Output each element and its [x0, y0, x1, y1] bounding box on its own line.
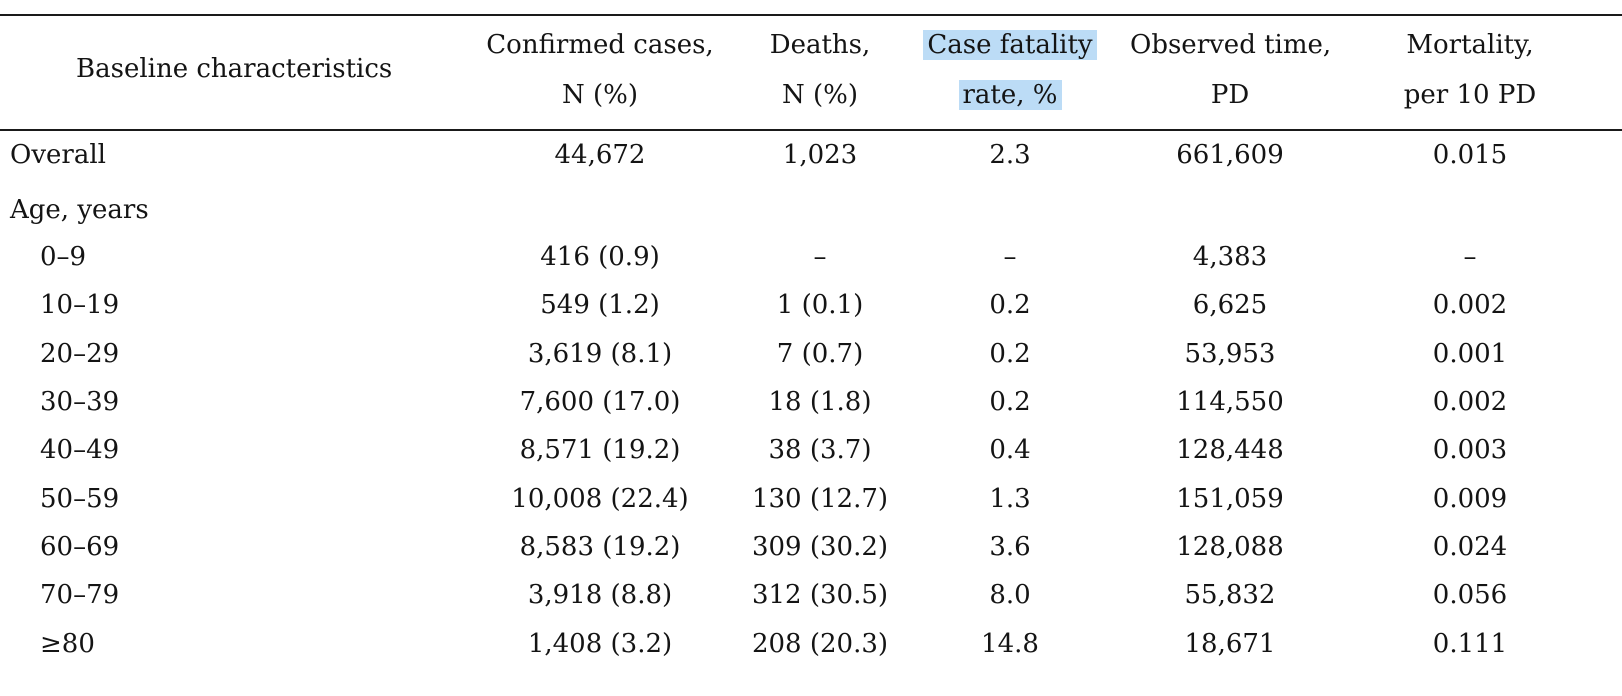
header-confirmed: Confirmed cases, N (%) — [480, 20, 720, 120]
row-cfr: 8.0 — [989, 580, 1031, 610]
row-label: 0–9 — [40, 242, 87, 272]
row-label: 40–49 — [40, 435, 120, 465]
header-baseline-text: Baseline characteristics — [76, 54, 393, 84]
row-mortality: 0.001 — [1432, 339, 1508, 369]
row-mortality: 0.002 — [1432, 387, 1508, 417]
header-observed-line1: Observed time, — [1130, 30, 1332, 60]
row-confirmed: 549 (1.2) — [540, 290, 660, 320]
row-deaths: 309 (30.2) — [751, 532, 889, 562]
row-cfr: 14.8 — [981, 629, 1039, 659]
row-label: 70–79 — [40, 580, 120, 610]
header-confirmed-line2: N (%) — [561, 80, 638, 110]
row-deaths: 38 (3.7) — [768, 435, 872, 465]
header-mortality-line2: per 10 PD — [1403, 80, 1537, 110]
overall-cfr: 2.3 — [989, 140, 1031, 170]
row-observed: 6,625 — [1192, 290, 1268, 320]
row-observed: 18,671 — [1184, 629, 1276, 659]
overall-mortality: 0.015 — [1432, 140, 1508, 170]
header-confirmed-line1: Confirmed cases, — [486, 30, 714, 60]
table-top-rule — [0, 14, 1622, 16]
row-deaths: 130 (12.7) — [751, 484, 889, 514]
row-observed: 128,088 — [1176, 532, 1284, 562]
row-label: 60–69 — [40, 532, 120, 562]
header-deaths-line1: Deaths, — [769, 30, 871, 60]
row-label: 50–59 — [40, 484, 120, 514]
row-mortality: 0.056 — [1432, 580, 1508, 610]
row-mortality: 0.002 — [1432, 290, 1508, 320]
row-observed: 151,059 — [1176, 484, 1284, 514]
row-observed: 4,383 — [1192, 242, 1268, 272]
row-label: 20–29 — [40, 339, 120, 369]
row-observed: 114,550 — [1176, 387, 1284, 417]
header-observed-line2: PD — [1210, 80, 1250, 110]
header-observed: Observed time, PD — [1130, 20, 1332, 120]
row-confirmed: 3,619 (8.1) — [527, 339, 673, 369]
header-deaths-line2: N (%) — [781, 80, 858, 110]
row-observed: 128,448 — [1176, 435, 1284, 465]
row-label: ≥80 — [40, 629, 95, 659]
header-baseline: Baseline characteristics — [76, 44, 392, 94]
row-confirmed: 7,600 (17.0) — [519, 387, 681, 417]
row-deaths: 7 (0.7) — [776, 339, 864, 369]
row-confirmed: 3,918 (8.8) — [527, 580, 673, 610]
row-cfr: – — [1003, 242, 1017, 272]
row-deaths: 1 (0.1) — [776, 290, 864, 320]
row-deaths: – — [813, 242, 827, 272]
row-mortality: – — [1463, 242, 1477, 272]
row-confirmed: 416 (0.9) — [540, 242, 660, 272]
row-cfr: 0.2 — [989, 290, 1031, 320]
header-deaths: Deaths, N (%) — [740, 20, 900, 120]
row-mortality: 0.111 — [1432, 629, 1508, 659]
row-confirmed: 10,008 (22.4) — [511, 484, 689, 514]
overall-deaths: 1,023 — [782, 140, 858, 170]
header-mortality: Mortality, per 10 PD — [1370, 20, 1570, 120]
row-cfr: 3.6 — [989, 532, 1031, 562]
header-mortality-line1: Mortality, — [1406, 30, 1534, 60]
row-label: 30–39 — [40, 387, 120, 417]
overall-label: Overall — [10, 140, 106, 170]
row-mortality: 0.024 — [1432, 532, 1508, 562]
overall-confirmed: 44,672 — [554, 140, 646, 170]
header-cfr: Case fatality rate, % — [920, 20, 1100, 120]
row-confirmed: 8,583 (19.2) — [519, 532, 681, 562]
row-mortality: 0.009 — [1432, 484, 1508, 514]
row-mortality: 0.003 — [1432, 435, 1508, 465]
row-cfr: 1.3 — [989, 484, 1031, 514]
row-cfr: 0.2 — [989, 339, 1031, 369]
row-deaths: 208 (20.3) — [751, 629, 889, 659]
row-confirmed: 1,408 (3.2) — [527, 629, 673, 659]
row-label: 10–19 — [40, 290, 120, 320]
header-bottom-rule — [0, 129, 1622, 131]
row-observed: 55,832 — [1184, 580, 1276, 610]
row-cfr: 0.2 — [989, 387, 1031, 417]
row-observed: 53,953 — [1184, 339, 1276, 369]
row-confirmed: 8,571 (19.2) — [519, 435, 681, 465]
overall-observed: 661,609 — [1176, 140, 1284, 170]
age-section-label: Age, years — [10, 195, 149, 225]
row-deaths: 18 (1.8) — [768, 387, 872, 417]
row-deaths: 312 (30.5) — [751, 580, 889, 610]
row-cfr: 0.4 — [989, 435, 1031, 465]
header-cfr-line1: Case fatality — [923, 30, 1097, 60]
header-cfr-line2: rate, % — [958, 80, 1062, 110]
